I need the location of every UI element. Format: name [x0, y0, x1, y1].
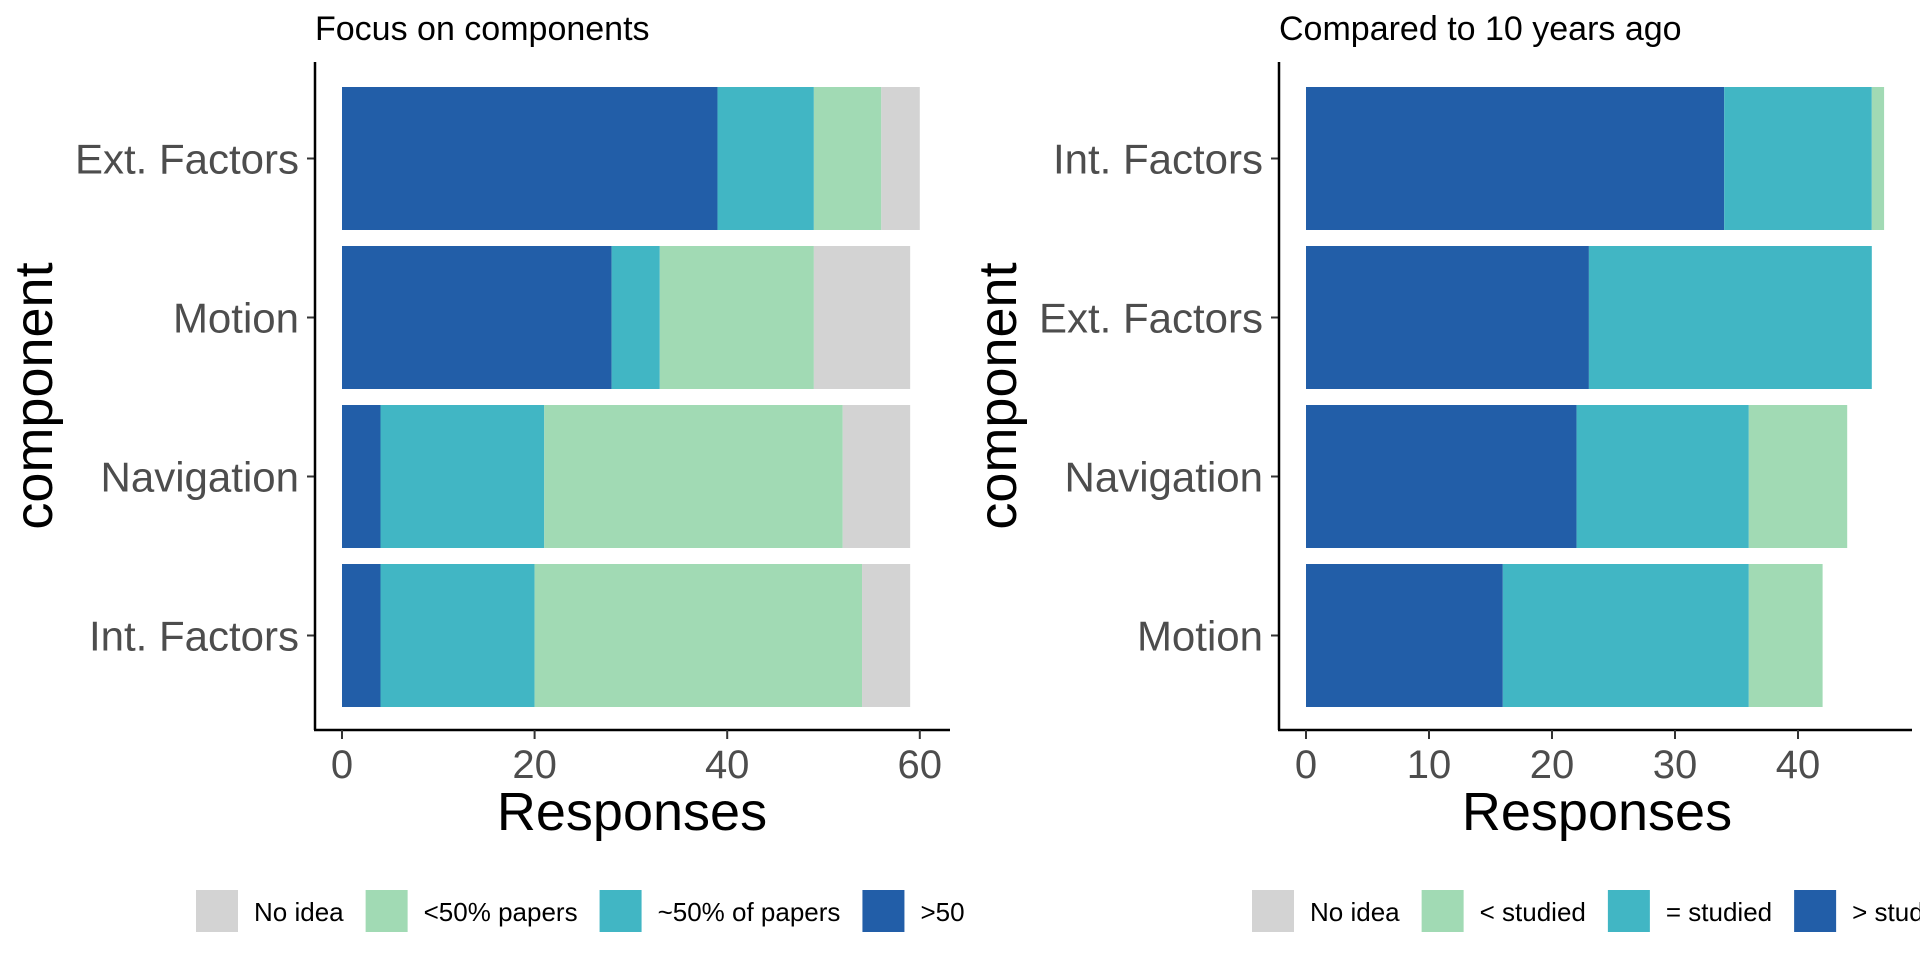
- bar-segment: [1724, 87, 1872, 230]
- bar-segment: [1502, 564, 1749, 707]
- legend-label: <50% papers: [424, 897, 578, 927]
- y-tick-label: Int. Factors: [1053, 136, 1263, 183]
- legend-label: No idea: [254, 897, 344, 927]
- x-tick-label: 20: [1530, 743, 1575, 787]
- x-tick-label: 20: [512, 743, 557, 787]
- x-tick-label: 10: [1407, 743, 1452, 787]
- x-tick-label: 40: [1776, 743, 1821, 787]
- y-tick-label: Motion: [173, 295, 299, 342]
- legend-swatch: [1421, 890, 1464, 932]
- x-tick-label: 60: [898, 743, 943, 787]
- bar-segment: [342, 564, 381, 707]
- chart-title: Focus on components: [315, 10, 650, 48]
- legend-label: No idea: [1310, 897, 1400, 927]
- bar-segment: [1306, 564, 1503, 707]
- x-tick-label: 0: [331, 743, 353, 787]
- bar-segment: [842, 405, 911, 548]
- bar-segment: [1576, 405, 1749, 548]
- bar-segment: [342, 87, 718, 230]
- bar-segment: [380, 405, 545, 548]
- legend-swatch: [862, 890, 905, 932]
- bar-segment: [534, 564, 863, 707]
- y-tick-label: Ext. Factors: [1039, 295, 1263, 342]
- bar-segment: [881, 87, 920, 230]
- y-tick-label: Int. Factors: [89, 613, 299, 660]
- bar-segment: [342, 405, 381, 548]
- y-axis-label: component: [4, 262, 64, 529]
- bar-segment: [1306, 87, 1725, 230]
- chart-panel-1: Focus on components Ext. Factors Motion Nav…: [4, 10, 965, 932]
- bar-segment: [1588, 246, 1872, 389]
- bar-segment: [611, 246, 660, 389]
- bar-segment: [342, 246, 612, 389]
- legend-swatch: [196, 890, 238, 932]
- bar-segment: [1306, 246, 1589, 389]
- bar-segment: [1306, 405, 1577, 548]
- x-tick-label: 30: [1653, 743, 1698, 787]
- y-tick-label: Navigation: [1065, 454, 1263, 501]
- legend: No idea <50% papers ~50% of papers >50: [196, 890, 965, 932]
- legend-swatch: [1607, 890, 1650, 932]
- bar-segment: [862, 564, 911, 707]
- y-axis-label: component: [968, 262, 1028, 529]
- bar-segment: [813, 246, 911, 389]
- bar-segment: [813, 87, 882, 230]
- legend-swatch: [599, 890, 642, 932]
- bar-segment: [659, 246, 814, 389]
- y-tick-label: Ext. Factors: [75, 136, 299, 183]
- bar-segment: [544, 405, 843, 548]
- x-tick-label: 40: [705, 743, 750, 787]
- chart-panel-2: Compared to 10 years ago Int. Factors Ext.…: [968, 10, 1920, 932]
- legend-swatch: [1794, 890, 1837, 932]
- chart-title: Compared to 10 years ago: [1279, 10, 1682, 48]
- bar-segment: [717, 87, 814, 230]
- y-tick-label: Navigation: [101, 454, 299, 501]
- x-tick-label: 0: [1295, 743, 1317, 787]
- bar-segment: [380, 564, 535, 707]
- legend-label: ~50% of papers: [658, 897, 841, 927]
- x-axis-label: Responses: [1462, 782, 1732, 842]
- legend-label: >50: [920, 897, 964, 927]
- bar-segment: [1748, 564, 1823, 707]
- bar-segment: [1748, 405, 1848, 548]
- legend-label: = studied: [1666, 897, 1772, 927]
- legend-label: < studied: [1480, 897, 1586, 927]
- legend-swatch: [365, 890, 408, 932]
- legend-label: > studi: [1852, 897, 1920, 927]
- legend-swatch: [1252, 890, 1294, 932]
- y-tick-label: Motion: [1137, 613, 1263, 660]
- x-axis-label: Responses: [497, 782, 767, 842]
- bar-segment: [1871, 87, 1885, 230]
- legend: No idea < studied = studied > studi: [1252, 890, 1920, 932]
